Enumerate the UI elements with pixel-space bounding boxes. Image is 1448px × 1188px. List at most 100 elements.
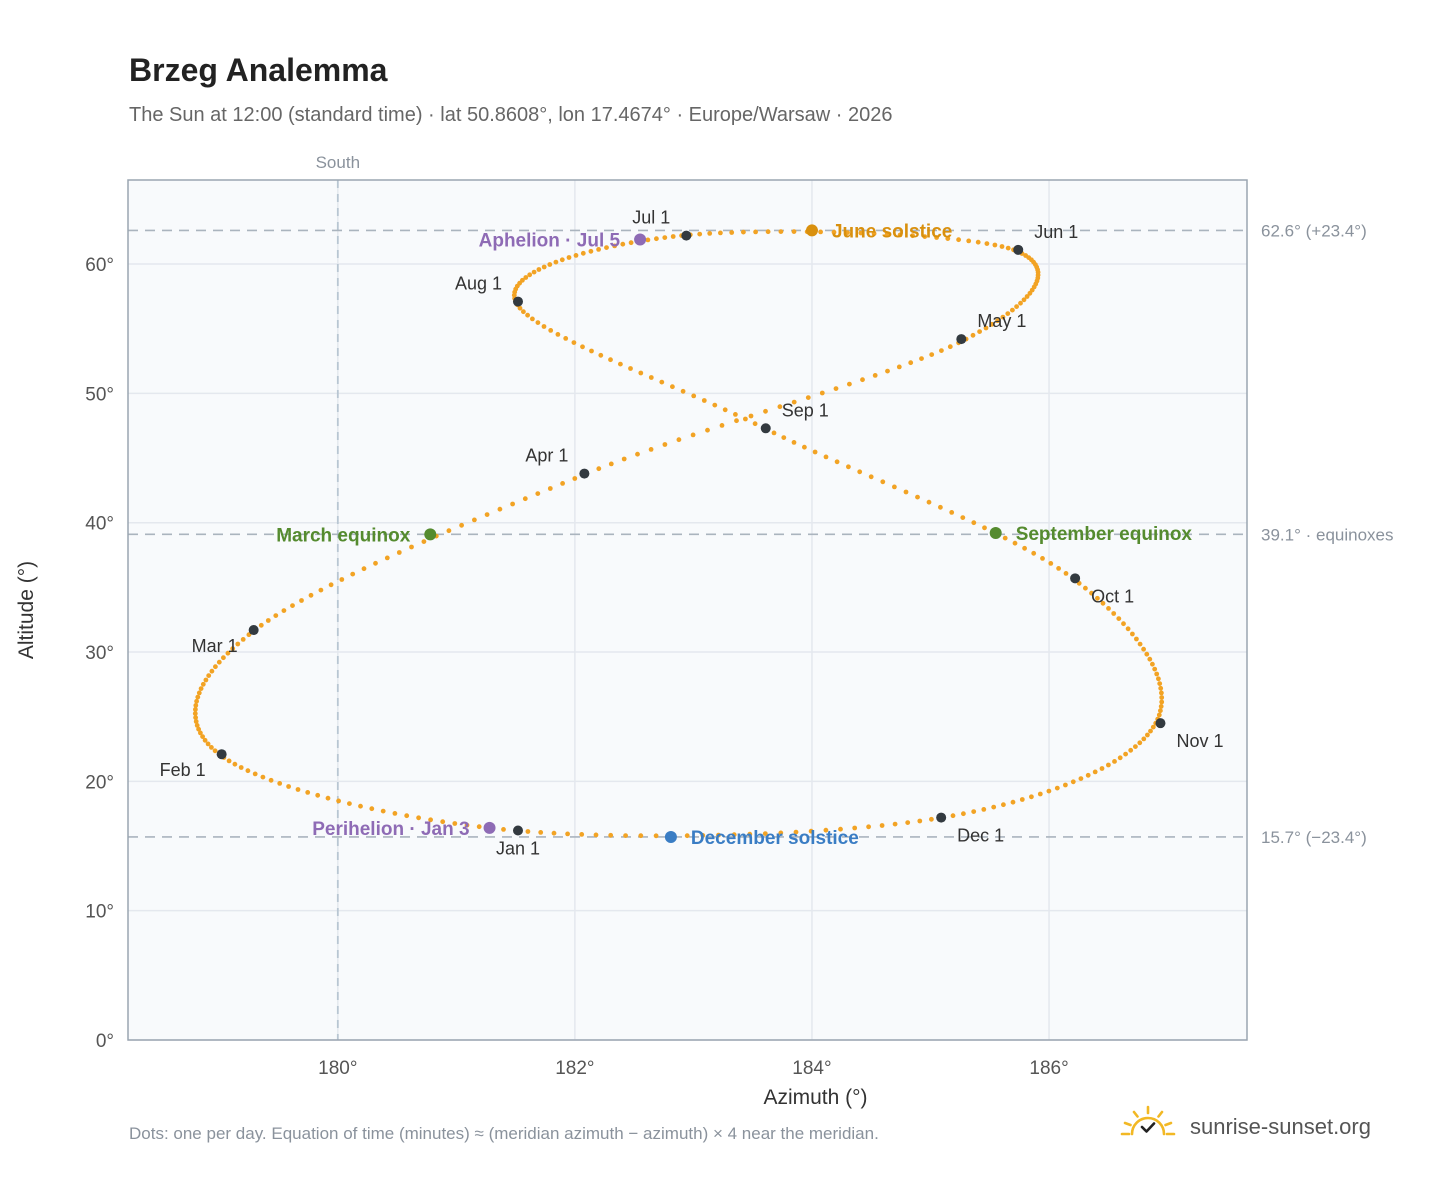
daily-dot bbox=[1063, 782, 1068, 788]
daily-dot bbox=[535, 491, 541, 496]
daily-dot bbox=[938, 504, 943, 510]
daily-dot bbox=[765, 229, 771, 235]
daily-dot bbox=[748, 413, 754, 419]
daily-dot bbox=[213, 664, 218, 670]
daily-dot bbox=[653, 833, 659, 839]
y-tick-label: 0° bbox=[96, 1031, 114, 1052]
month-marker-dot bbox=[760, 423, 771, 434]
daily-dot bbox=[1012, 540, 1018, 546]
plot-frame bbox=[127, 179, 1248, 1041]
daily-dot bbox=[1037, 791, 1043, 797]
daily-dot bbox=[833, 386, 839, 391]
daily-dot bbox=[452, 821, 458, 826]
daily-dot bbox=[949, 510, 955, 515]
daily-dot bbox=[866, 824, 871, 830]
daily-dot bbox=[308, 592, 314, 598]
daily-dot bbox=[1130, 631, 1135, 637]
daily-dot bbox=[548, 328, 554, 333]
daily-dot bbox=[791, 440, 797, 445]
daily-dot bbox=[235, 641, 241, 647]
daily-dot bbox=[192, 711, 198, 716]
reference-lines: South 62.6° (+23.4°) 39.1° · equinoxes 15.7… bbox=[128, 153, 1394, 1040]
daily-dot bbox=[729, 230, 735, 235]
daily-dot bbox=[929, 816, 934, 822]
daily-dot bbox=[517, 305, 523, 311]
daily-dot bbox=[440, 819, 446, 825]
daily-dot bbox=[645, 237, 651, 243]
daily-dot bbox=[847, 381, 852, 387]
daily-dot bbox=[989, 321, 995, 327]
daily-dot bbox=[858, 230, 864, 236]
daily-dot bbox=[648, 447, 654, 452]
daily-dot bbox=[1152, 666, 1158, 672]
y-tick-label: 30° bbox=[85, 643, 114, 664]
daily-dot bbox=[845, 230, 850, 236]
daily-dot bbox=[226, 758, 232, 764]
daily-dot bbox=[530, 316, 535, 322]
event-label: June solstice bbox=[832, 221, 952, 242]
brand[interactable]: sunrise-sunset.org bbox=[1120, 1104, 1390, 1144]
daily-dot bbox=[358, 803, 363, 809]
daily-dot bbox=[910, 233, 915, 239]
x-tick-label: 184° bbox=[792, 1058, 831, 1079]
y-tick-label: 10° bbox=[85, 902, 114, 923]
event-marker-dot bbox=[989, 527, 1002, 540]
daily-dot bbox=[221, 655, 226, 661]
daily-dot bbox=[690, 432, 696, 438]
daily-dot bbox=[196, 690, 202, 696]
month-marker-label: Sep 1 bbox=[782, 400, 829, 420]
daily-dot bbox=[1112, 759, 1117, 764]
daily-dot bbox=[1021, 297, 1027, 303]
daily-dot bbox=[593, 832, 599, 838]
daily-dot bbox=[541, 264, 547, 270]
daily-dot bbox=[563, 336, 569, 341]
daily-dot bbox=[194, 698, 200, 704]
month-marker-dot bbox=[1013, 244, 1024, 255]
daily-dot bbox=[670, 234, 676, 239]
daily-dot bbox=[872, 373, 878, 378]
daily-dot bbox=[209, 745, 214, 750]
y-tick-label: 60° bbox=[85, 255, 114, 276]
daily-dot bbox=[559, 257, 565, 263]
daily-dot bbox=[868, 474, 874, 480]
daily-dot bbox=[620, 241, 626, 247]
daily-dot bbox=[1056, 566, 1061, 571]
daily-dot bbox=[771, 430, 777, 436]
plot-background bbox=[128, 180, 1247, 1040]
daily-dot bbox=[1063, 571, 1069, 576]
daily-dot bbox=[1147, 656, 1153, 662]
daily-dot bbox=[1099, 766, 1105, 771]
daily-dot bbox=[871, 231, 877, 237]
month-marker-label: Aug 1 bbox=[455, 274, 502, 294]
daily-dot bbox=[205, 741, 211, 747]
daily-dot bbox=[573, 253, 579, 258]
daily-dot bbox=[193, 715, 199, 720]
y-tick-label: 50° bbox=[85, 384, 114, 405]
daily-dot bbox=[915, 494, 920, 500]
daily-dot bbox=[908, 360, 914, 366]
daily-dot bbox=[194, 723, 200, 728]
daily-dot bbox=[328, 582, 334, 588]
daily-dot bbox=[1116, 616, 1122, 621]
daily-dot bbox=[621, 456, 627, 462]
daily-dot bbox=[536, 267, 542, 272]
daily-dot bbox=[608, 357, 613, 363]
daily-dot bbox=[691, 393, 697, 399]
daily-dot bbox=[1002, 535, 1008, 541]
x-axis-label: Azimuth (°) bbox=[763, 1086, 867, 1109]
analemma-path bbox=[192, 229, 1165, 839]
daily-dot bbox=[791, 399, 797, 405]
footnote: Dots: one per day. Equation of time (min… bbox=[129, 1124, 879, 1143]
daily-dot bbox=[339, 577, 345, 582]
daily-dot bbox=[670, 384, 675, 390]
daily-dot bbox=[1024, 294, 1030, 299]
daily-dot bbox=[950, 813, 956, 819]
daily-dot bbox=[384, 555, 390, 561]
daily-dot bbox=[206, 673, 212, 678]
daily-dot bbox=[1156, 712, 1162, 718]
daily-dot bbox=[1154, 671, 1160, 677]
month-marker-dot bbox=[1070, 573, 1081, 584]
daily-dot bbox=[747, 831, 753, 837]
daily-dot bbox=[350, 571, 356, 577]
daily-dot bbox=[1157, 681, 1163, 686]
